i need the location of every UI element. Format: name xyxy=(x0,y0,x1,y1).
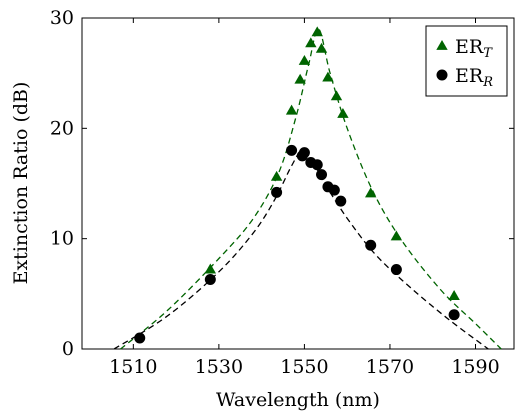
x-axis-label: Wavelength (nm) xyxy=(216,389,380,411)
data-point-er-t xyxy=(294,73,306,84)
data-point-er-t xyxy=(448,290,460,300)
legend-marker-er-r xyxy=(436,69,448,81)
x-tick-label: 1530 xyxy=(195,356,243,378)
x-tick-label: 1510 xyxy=(109,356,157,378)
legend-items: ERT ERR xyxy=(436,36,493,90)
data-point-er-r xyxy=(311,159,323,171)
legend-label-er-t: ERT xyxy=(455,36,493,61)
y-axis-label: Extinction Ratio (dB) xyxy=(10,82,32,285)
data-point-er-t xyxy=(390,230,403,241)
data-point-er-r xyxy=(298,147,310,159)
y-tick-label: 10 xyxy=(50,228,74,250)
data-point-er-r xyxy=(316,169,328,181)
x-tick-label: 1550 xyxy=(280,356,328,378)
x-tick-label: 1570 xyxy=(366,356,414,378)
data-point-er-r xyxy=(448,309,460,321)
y-tick-label: 30 xyxy=(50,7,74,29)
y-axis-ticks: 0 10 20 30 xyxy=(50,7,514,360)
data-point-er-r xyxy=(365,239,377,251)
data-point-er-t xyxy=(285,104,298,115)
data-point-er-t xyxy=(311,26,323,37)
data-point-er-t xyxy=(315,42,328,53)
data-point-er-t xyxy=(330,90,343,101)
x-axis-ticks: 1510 1530 1550 1570 1590 xyxy=(109,18,500,378)
data-point-er-r xyxy=(335,195,347,207)
fit-line-er-t xyxy=(120,28,502,350)
data-point-er-r xyxy=(134,332,146,344)
data-point-er-t xyxy=(337,107,349,118)
data-point-er-r xyxy=(390,264,402,276)
fit-line-er-r xyxy=(113,149,489,350)
data-point-er-t xyxy=(270,170,283,181)
data-point-er-t xyxy=(365,187,377,198)
data-point-er-r xyxy=(286,144,298,156)
data-point-er-t xyxy=(322,71,334,82)
legend: ERT ERR xyxy=(425,25,508,97)
data-point-er-t xyxy=(204,263,217,274)
y-tick-label: 20 xyxy=(50,117,74,139)
data-point-er-r xyxy=(204,273,216,285)
plot-area-frame xyxy=(81,17,515,350)
data-point-er-t xyxy=(305,37,317,48)
data-point-er-r xyxy=(271,186,283,198)
data-point-er-t xyxy=(298,55,311,65)
data-markers xyxy=(134,26,460,344)
data-point-er-r xyxy=(328,184,340,196)
legend-marker-er-t xyxy=(436,40,448,50)
x-tick-label: 1590 xyxy=(451,356,499,378)
y-tick-label: 0 xyxy=(62,338,74,360)
legend-frame xyxy=(425,25,508,97)
legend-label-er-r: ERR xyxy=(455,65,493,90)
